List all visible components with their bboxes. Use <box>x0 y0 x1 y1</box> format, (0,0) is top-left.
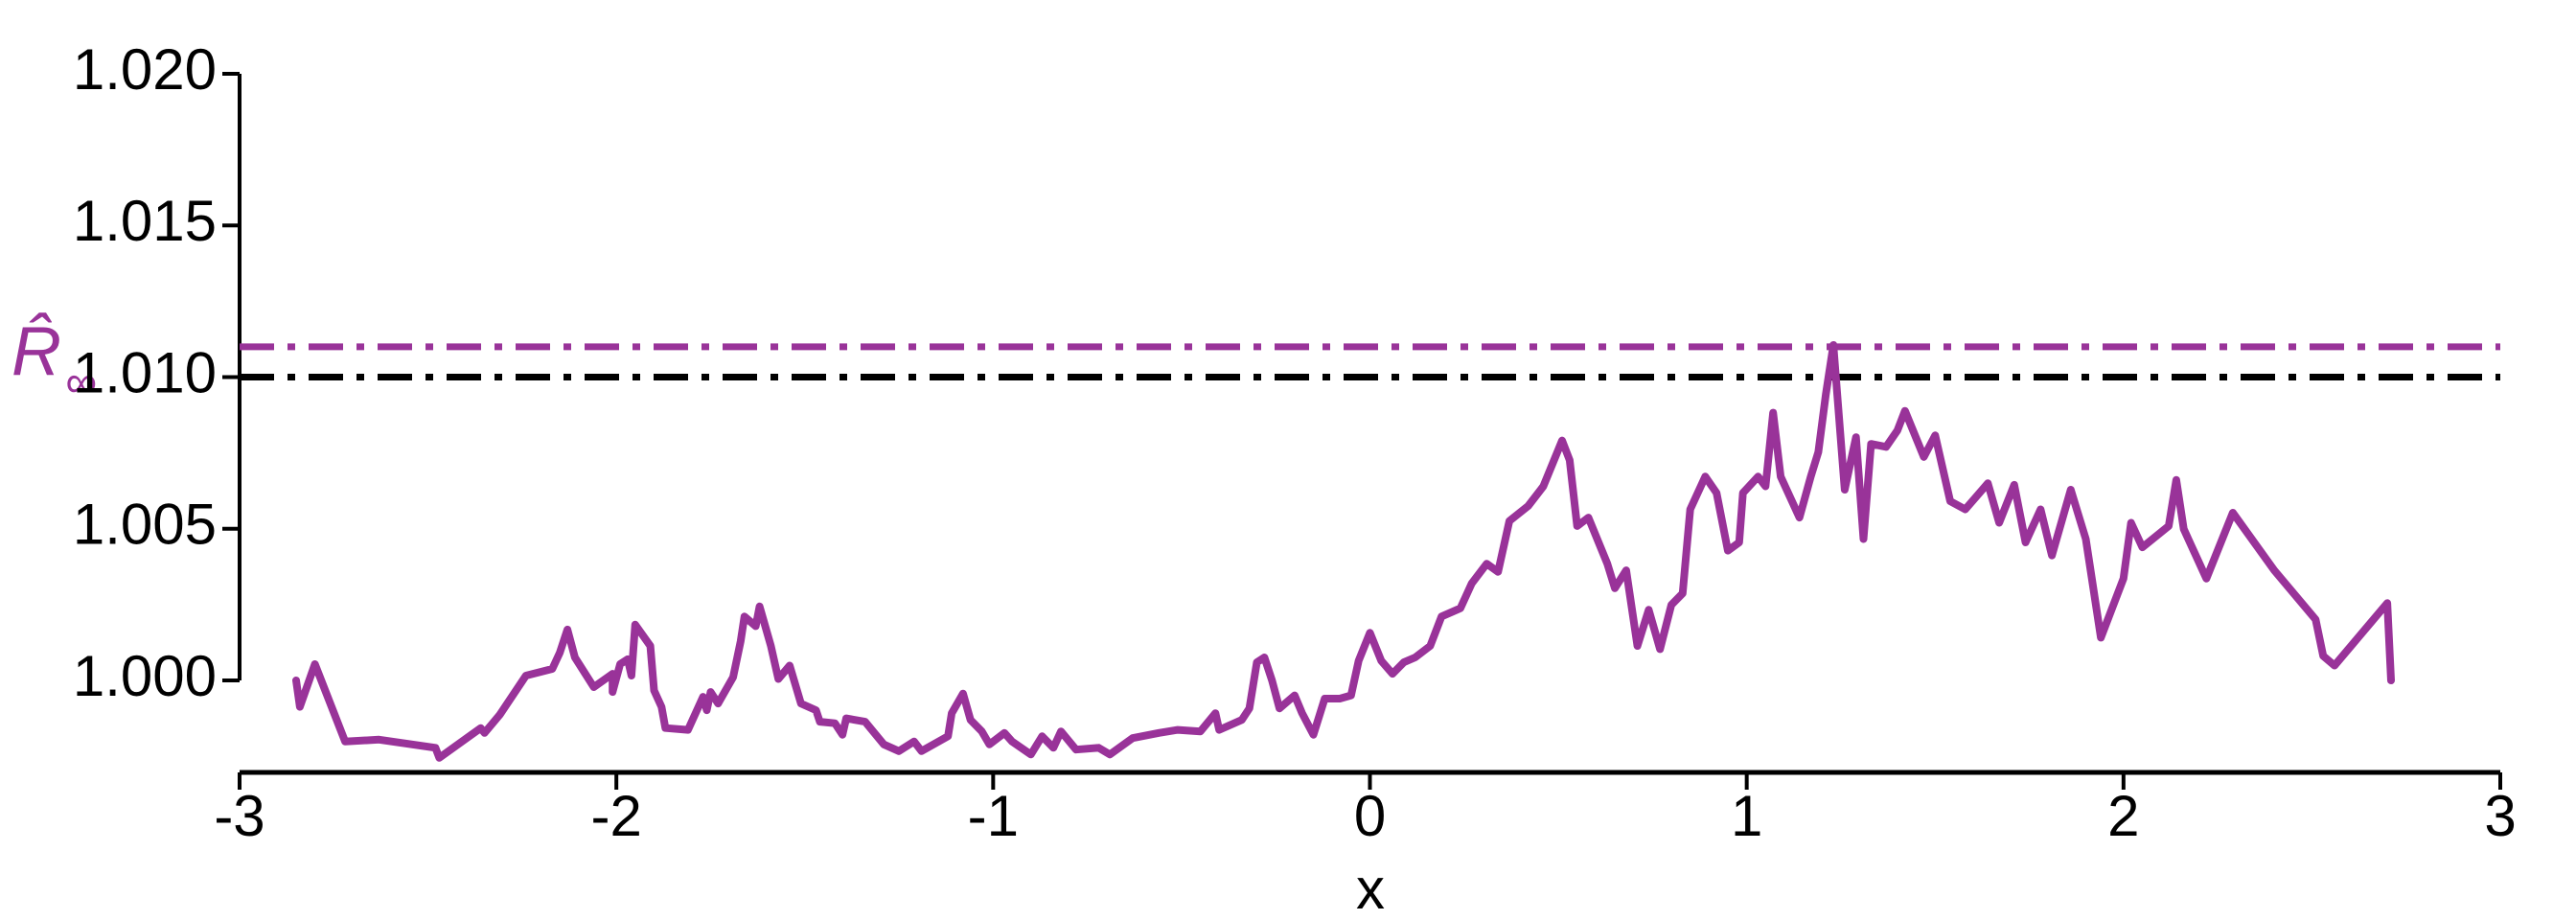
y-tick-label: 1.000 <box>73 644 217 708</box>
y-tick-label: 1.015 <box>73 189 217 253</box>
y-label-main: R̂ <box>12 311 61 390</box>
x-tick-label: 1 <box>1731 784 1762 848</box>
y-axis-label: R̂∞ <box>12 311 97 406</box>
x-tick-label: -3 <box>214 784 264 848</box>
y-tick-label: 1.020 <box>73 37 217 102</box>
y-label-subscript: ∞ <box>65 356 97 406</box>
x-tick-label: 0 <box>1354 784 1386 848</box>
y-tick-label: 1.010 <box>73 340 217 404</box>
x-tick-label: 3 <box>2484 784 2516 848</box>
x-tick-label: 2 <box>2107 784 2139 848</box>
x-tick-label: -2 <box>590 784 641 848</box>
x-axis-label: x <box>1356 857 1385 920</box>
y-tick-label: 1.005 <box>73 493 217 557</box>
data-line <box>292 341 2395 762</box>
x-tick-label: -1 <box>968 784 1019 848</box>
